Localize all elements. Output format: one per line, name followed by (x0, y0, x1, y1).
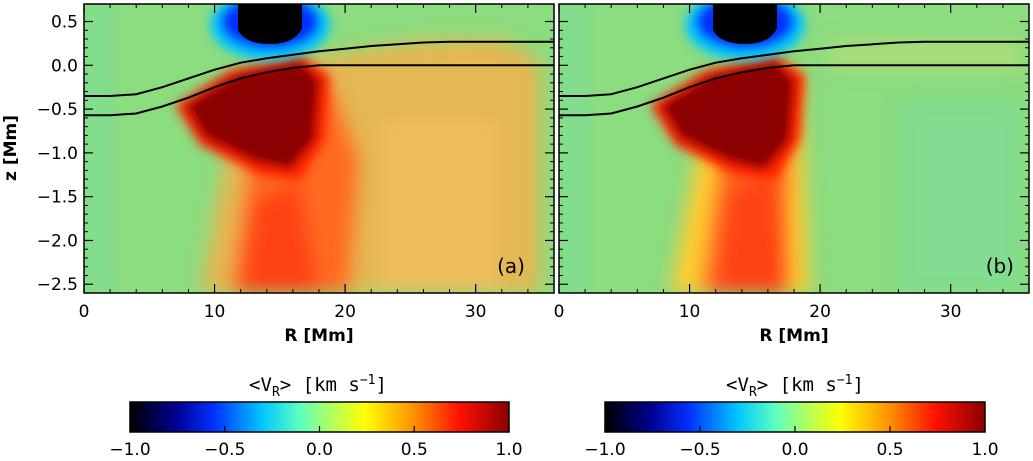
colorbar-tick-label: 1.0 (971, 440, 998, 460)
colorbar-ticks-right: −1.0 −0.5 0.0 0.5 1.0 (584, 426, 999, 460)
colorbar-title-right: <VR> [km s−1] (726, 373, 864, 400)
x-tick-label: 0 (554, 302, 565, 322)
panel-b: 0 10 20 30 (b) R [Mm] (554, 3, 1030, 346)
contours-a (84, 40, 554, 117)
colorbar-tick-label: −0.5 (204, 440, 245, 460)
colorbar-tick-label: 0.0 (781, 440, 808, 460)
ticks-a: 0 10 20 30 0.5 0.0 −0.5 −1.0 −1.5 −2.0 −2.5 (37, 4, 554, 322)
x-tick-label: 20 (334, 302, 356, 322)
panel-a: 0 10 20 30 0.5 0.0 −0.5 −1.0 −1.5 −2.0 −2.5 (a) R … (1, 3, 555, 346)
x-tick-label: 30 (940, 302, 962, 322)
colorbar-ticks-left: −1.0 −0.5 0.0 0.5 1.0 (109, 426, 523, 460)
contour-line (84, 40, 554, 97)
y-tick-label: −1.0 (37, 144, 78, 164)
y-tick-label: −2.5 (37, 275, 78, 295)
y-tick-label: −0.5 (37, 100, 78, 120)
ticks-b: 0 10 20 30 (554, 4, 1029, 322)
y-axis-title: z [Mm] (1, 115, 21, 181)
colorbar-tick-label: −1.0 (584, 440, 625, 460)
x-tick-label: 20 (809, 302, 831, 322)
y-tick-label: 0.5 (51, 13, 78, 33)
colorbar-tick-label: 0.5 (401, 440, 428, 460)
colorbar-tick-label: −1.0 (109, 440, 150, 460)
x-tick-label: 10 (679, 302, 701, 322)
colorbar-tick-label: 0.0 (306, 440, 333, 460)
contours-b (559, 40, 1029, 117)
panel-label-b: (b) (986, 254, 1014, 278)
colorbar-tick-label: −0.5 (679, 440, 720, 460)
colorbar-title-left: <VR> [km s−1] (249, 373, 387, 400)
y-tick-label: 0.0 (51, 56, 78, 76)
colorbar-gradient-right (604, 401, 986, 433)
x-tick-label: 10 (204, 302, 226, 322)
x-axis-title-b: R [Mm] (759, 326, 828, 346)
colorbar-tick-label: 1.0 (495, 440, 522, 460)
contour-line (84, 64, 554, 117)
contour-line (559, 64, 1029, 117)
x-tick-label: 0 (79, 302, 90, 322)
heatmap-a (84, 4, 554, 293)
y-tick-label: −1.5 (37, 188, 78, 208)
panel-label-a: (a) (497, 254, 525, 278)
colorbar-tick-label: 0.5 (876, 440, 903, 460)
colorbar-left: <VR> [km s−1] −1.0 −0.5 0.0 0.5 1.0 (109, 373, 522, 460)
x-tick-label: 30 (465, 302, 487, 322)
colorbar-right: <VR> [km s−1] −1.0 −0.5 0.0 0.5 1.0 (584, 373, 998, 460)
y-tick-label: −2.0 (37, 231, 78, 251)
heatmap-b (559, 4, 1029, 293)
contour-line (559, 40, 1029, 97)
x-axis-title-a: R [Mm] (284, 326, 353, 346)
